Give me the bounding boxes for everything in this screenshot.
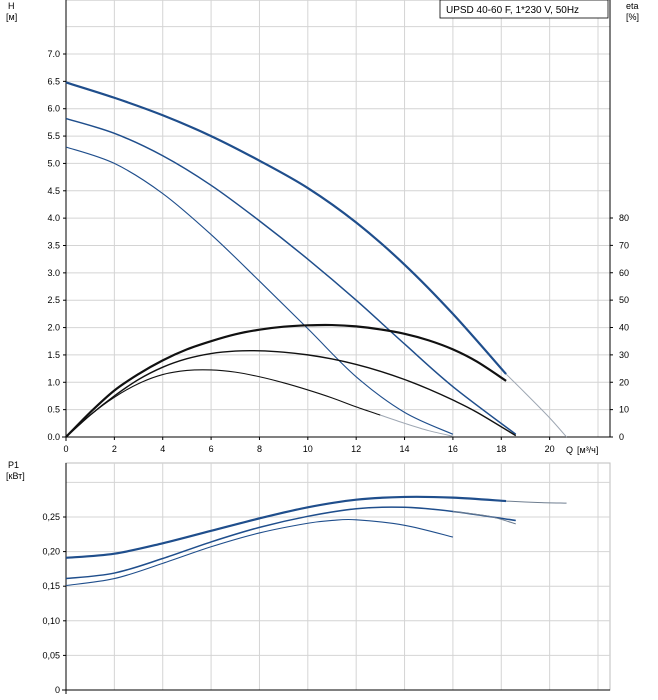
y2-tick-label: 80 <box>619 213 629 223</box>
bottom-plot-tick-labels: 0 0,05 0,10 0,15 0,20 0,25 <box>42 512 66 695</box>
y-tick-label: 4.5 <box>47 186 60 196</box>
y2-tick-label: 60 <box>619 268 629 278</box>
y-axis-unit: [м] <box>6 12 17 22</box>
power-curve-extension <box>452 510 516 525</box>
power-curve-3 <box>65 518 454 587</box>
bottom-plot-grid <box>62 462 611 694</box>
efficiency-curve-extension <box>380 414 454 437</box>
y-tick-label: 3.0 <box>47 268 60 278</box>
efficiency-curve-2 <box>65 349 517 438</box>
y2-tick-label: 50 <box>619 295 629 305</box>
head-curve-2 <box>65 117 517 435</box>
y-tick-label: 1.0 <box>47 377 60 387</box>
top-plot-grid <box>62 0 611 441</box>
y2-tick-label: 20 <box>619 377 629 387</box>
efficiency-curve-3 <box>65 369 381 438</box>
y-tick-label: 2.0 <box>47 323 60 333</box>
x-tick-label: 6 <box>209 444 214 454</box>
y2-tick-label: 70 <box>619 240 629 250</box>
power-tick-label: 0,20 <box>42 547 60 557</box>
power-axis-unit: [кВт] <box>6 471 25 481</box>
power-tick-label: 0,10 <box>42 616 60 626</box>
y-axis-label: H <box>8 1 15 11</box>
x-tick-label: 16 <box>448 444 458 454</box>
y-tick-label: 3.5 <box>47 241 60 251</box>
x-axis-unit: [м³/ч] <box>577 445 598 455</box>
x-tick-label: 20 <box>545 444 555 454</box>
head-curve-1 <box>65 81 507 375</box>
power-tick-label: 0,25 <box>42 512 60 522</box>
head-curve-3 <box>65 146 454 435</box>
power-tick-label: 0 <box>55 685 60 695</box>
bottom-plot-frame <box>65 462 611 691</box>
y-tick-label: 1.5 <box>47 350 60 360</box>
y-tick-label: 2.5 <box>47 295 60 305</box>
power-tick-label: 0,15 <box>42 581 60 591</box>
y2-tick-label: 30 <box>619 350 629 360</box>
y-tick-label: 6.0 <box>47 104 60 114</box>
x-tick-label: 18 <box>496 444 506 454</box>
y2-tick-label: 0 <box>619 432 624 442</box>
x-tick-label: 12 <box>351 444 361 454</box>
power-curve-extension <box>506 500 567 504</box>
power-tick-label: 0,05 <box>42 650 60 660</box>
y2-tick-label: 10 <box>619 405 629 415</box>
x-tick-label: 0 <box>63 444 68 454</box>
power-curve-1 <box>65 495 507 559</box>
y-tick-label: 0.5 <box>47 405 60 415</box>
efficiency-curve-1 <box>65 323 507 438</box>
x-tick-label: 4 <box>160 444 165 454</box>
top-plot-curves <box>65 81 567 438</box>
title-box <box>439 0 609 19</box>
y-tick-label: 6.5 <box>47 76 60 86</box>
power-curve-2 <box>65 506 516 580</box>
y-tick-label: 5.0 <box>47 158 60 168</box>
top-plot-tick-labels: 0.0 0.5 1.0 1.5 2.0 2.5 3.0 3.5 4.0 4.5 5.0 5.5 6.0 6… <box>47 49 629 454</box>
y-tick-label: 0.0 <box>47 432 60 442</box>
chart-title: UPSD 40-60 F, 1*230 V, 50Hz <box>446 5 579 16</box>
x-tick-label: 10 <box>303 444 313 454</box>
x-tick-label: 14 <box>400 444 410 454</box>
y2-axis-label: eta <box>626 1 639 11</box>
y-tick-label: 5.5 <box>47 131 60 141</box>
x-tick-label: 8 <box>257 444 262 454</box>
x-axis-label: Q <box>566 445 573 455</box>
bottom-plot-curves <box>65 495 567 587</box>
y-tick-label: 7.0 <box>47 49 60 59</box>
y-tick-label: 4.0 <box>47 213 60 223</box>
power-axis-label: P1 <box>8 460 19 470</box>
y2-axis-unit: [%] <box>626 12 639 22</box>
head-curve-extension <box>505 373 567 438</box>
x-tick-label: 2 <box>112 444 117 454</box>
y2-tick-label: 40 <box>619 323 629 333</box>
